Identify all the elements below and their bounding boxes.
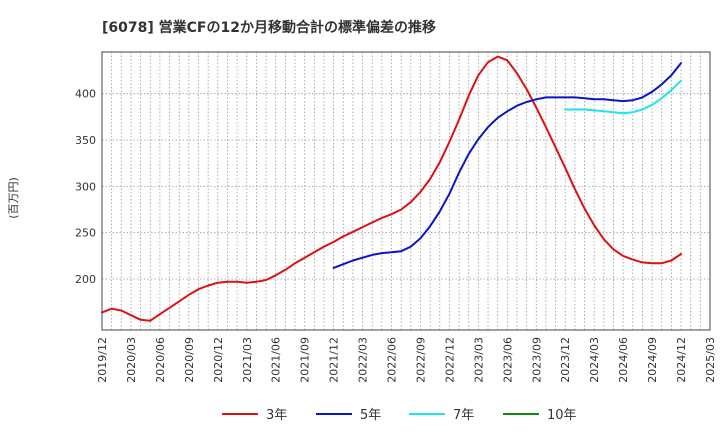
legend-item: 5年 <box>316 408 381 423</box>
series-line-3年 <box>101 55 682 322</box>
y-tick-label: 200 <box>75 273 96 286</box>
y-axis-label: (百万円) <box>7 177 20 219</box>
y-tick-label: 400 <box>75 88 96 101</box>
y-tick-label: 350 <box>75 134 96 147</box>
x-tick-label: 2023/06 <box>501 337 514 383</box>
series-line-5年 <box>332 62 682 269</box>
x-tick-label: 2022/03 <box>357 337 370 383</box>
x-tick-label: 2020/09 <box>183 337 196 383</box>
series-lines <box>101 55 682 322</box>
x-tick-label: 2020/06 <box>154 337 167 383</box>
x-tick-label: 2024/12 <box>675 337 688 383</box>
legend-item: 10年 <box>503 408 577 423</box>
x-tick-label: 2019/12 <box>96 337 109 383</box>
x-tick-label: 2025/03 <box>704 337 717 383</box>
y-tick-label: 300 <box>75 180 96 193</box>
x-tick-label: 2023/12 <box>559 337 572 383</box>
x-tick-label: 2024/06 <box>617 337 630 383</box>
x-tick-label: 2021/09 <box>299 337 312 383</box>
x-tick-label: 2021/06 <box>270 337 283 383</box>
plot-area <box>102 52 710 330</box>
chart-title: [6078] 営業CFの12か月移動合計の標準偏差の推移 <box>102 19 436 36</box>
legend-label: 5年 <box>360 408 381 423</box>
y-tick-label: 250 <box>75 227 96 240</box>
plot-frame <box>101 51 711 331</box>
legend-item: 7年 <box>409 408 474 423</box>
x-tick-label: 2021/12 <box>328 337 341 383</box>
x-tick-label: 2021/03 <box>241 337 254 383</box>
x-tick-label: 2022/09 <box>414 337 427 383</box>
x-tick-labels: 2019/12 2020/03 2020/06 2020/09 2020/12 2021/… <box>96 337 717 383</box>
legend: 3年 5年 7年 10年 <box>222 408 577 423</box>
x-tick-label: 2022/12 <box>443 337 456 383</box>
x-tick-label: 2023/03 <box>472 337 485 383</box>
legend-label: 3年 <box>266 408 287 423</box>
x-tick-label: 2024/03 <box>588 337 601 383</box>
x-tick-label: 2020/12 <box>212 337 225 383</box>
x-tick-label: 2020/03 <box>125 337 138 383</box>
legend-label: 10年 <box>547 408 577 423</box>
legend-label: 7年 <box>453 408 474 423</box>
x-tick-label: 2023/09 <box>530 337 543 383</box>
series-line-7年 <box>564 79 682 115</box>
legend-item: 3年 <box>222 408 287 423</box>
x-tick-label: 2024/09 <box>646 337 659 383</box>
y-tick-labels: 200 250 300 350 400 <box>75 88 96 286</box>
x-tick-label: 2022/06 <box>386 337 399 383</box>
